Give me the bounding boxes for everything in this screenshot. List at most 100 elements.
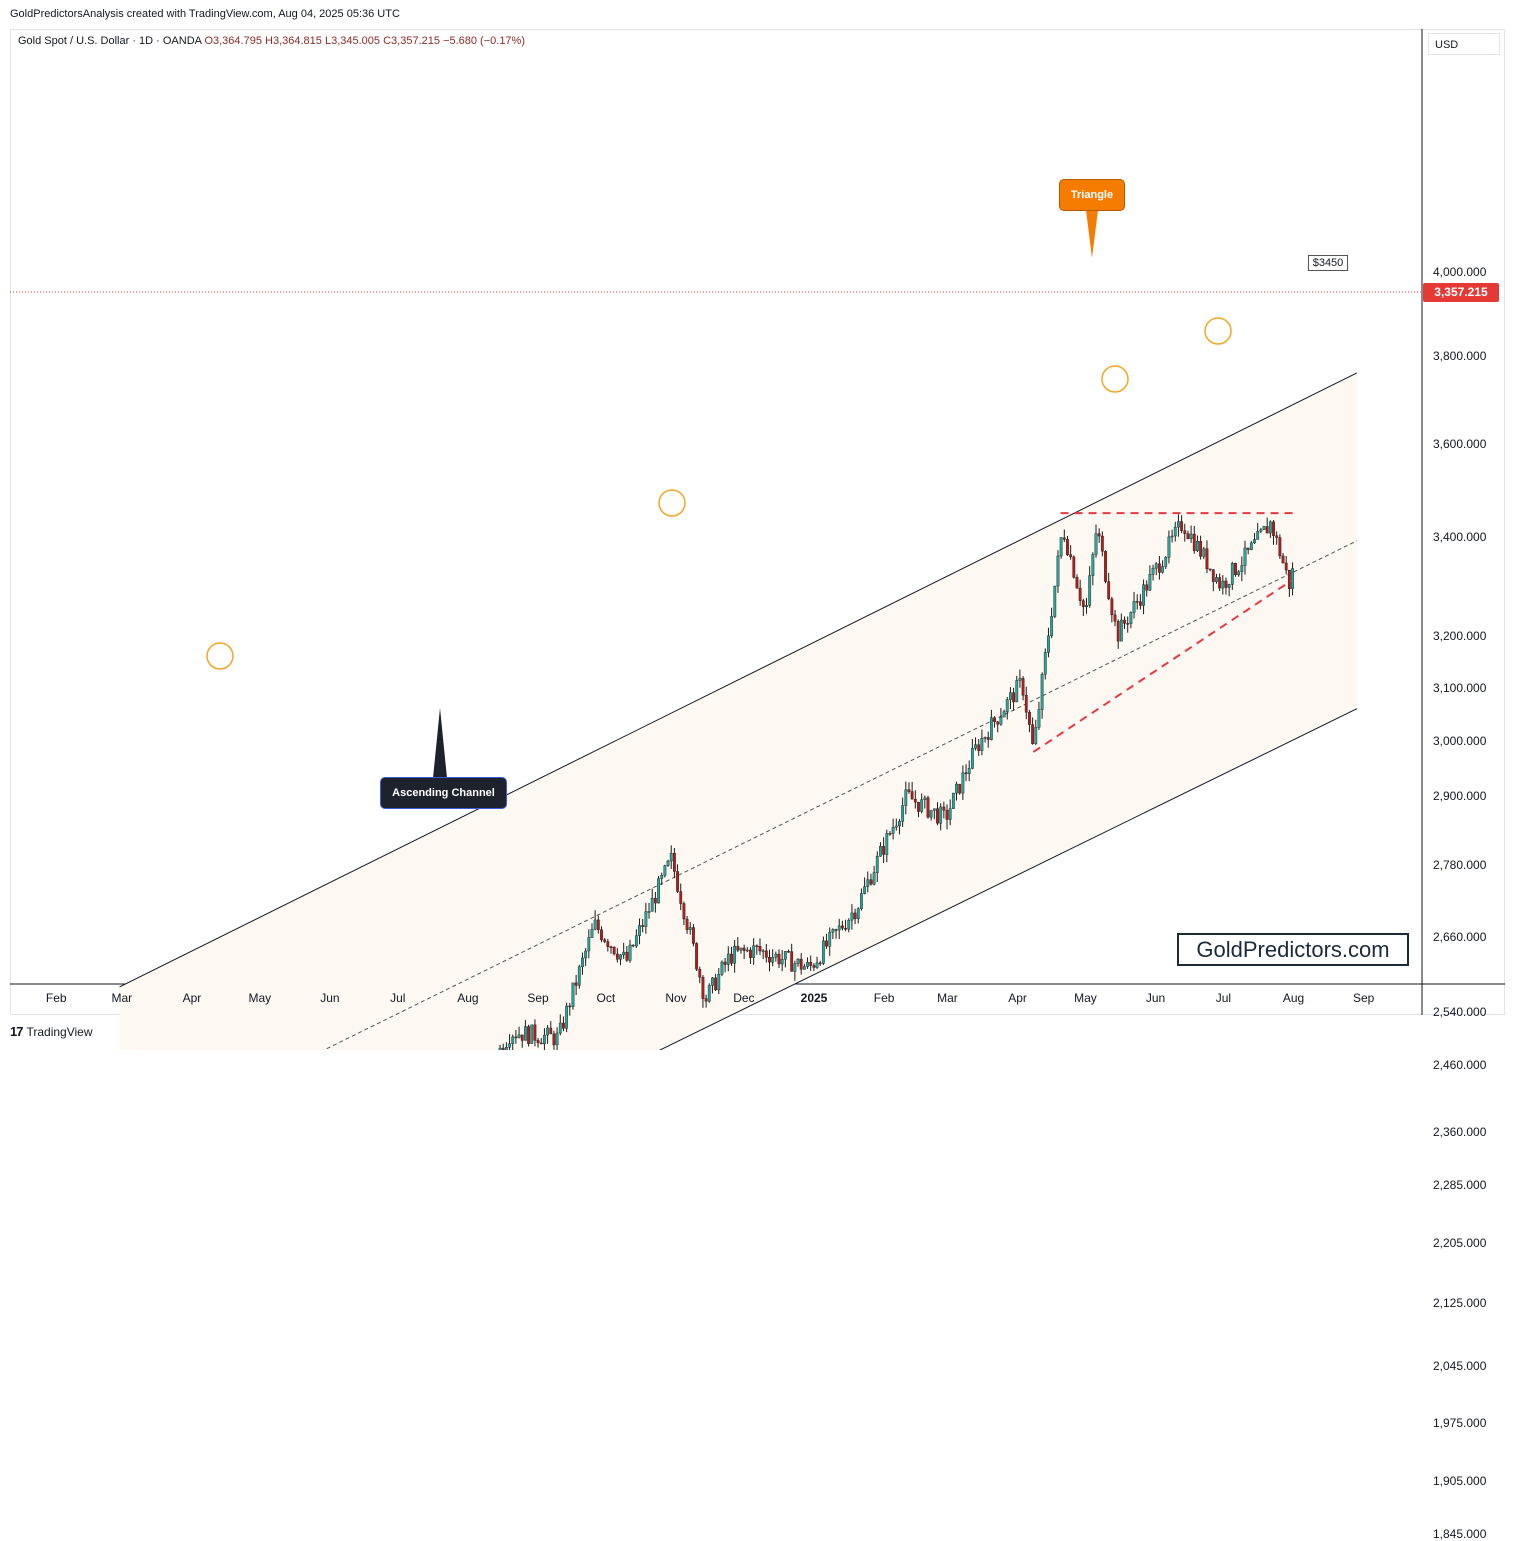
candle-down[interactable] — [1123, 616, 1126, 630]
candle-up[interactable] — [1002, 709, 1006, 718]
candle-up[interactable] — [1129, 611, 1133, 629]
candle-up[interactable] — [863, 877, 866, 895]
candle-up[interactable] — [1202, 546, 1206, 560]
candle-down[interactable] — [723, 957, 727, 973]
candle-up[interactable] — [508, 1034, 511, 1050]
candle-up[interactable] — [688, 922, 692, 935]
candle-up[interactable] — [726, 946, 730, 972]
candle-down[interactable] — [603, 938, 607, 944]
candle-up[interactable] — [850, 904, 854, 930]
candle-up[interactable] — [593, 910, 597, 931]
candle-down[interactable] — [736, 937, 740, 953]
candle-down[interactable] — [945, 804, 949, 830]
candle-up[interactable] — [1243, 540, 1247, 575]
candle-up[interactable] — [856, 907, 860, 924]
candle-down[interactable] — [574, 974, 578, 996]
candle-down[interactable] — [986, 731, 990, 748]
candle-up[interactable] — [885, 829, 889, 863]
candle-down[interactable] — [1192, 525, 1196, 554]
candle-down[interactable] — [1246, 547, 1250, 555]
candle-up[interactable] — [644, 902, 648, 934]
candle-down[interactable] — [993, 716, 996, 728]
candle-up[interactable] — [1170, 529, 1174, 543]
candle-down[interactable] — [704, 994, 708, 1008]
candle-up[interactable] — [619, 954, 622, 966]
candle-up[interactable] — [898, 818, 901, 835]
candle-up[interactable] — [939, 803, 943, 831]
candle-up[interactable] — [891, 818, 895, 840]
candle-up[interactable] — [1262, 525, 1266, 530]
candle-down[interactable] — [1066, 536, 1069, 557]
candle-down[interactable] — [1024, 686, 1028, 720]
candle-up[interactable] — [1009, 687, 1012, 710]
candle-down[interactable] — [1075, 574, 1079, 589]
candle-up[interactable] — [650, 888, 654, 912]
candle-up[interactable] — [1161, 560, 1164, 574]
candle-down[interactable] — [1116, 619, 1120, 649]
triangle-callout[interactable]: Triangle — [1059, 179, 1125, 211]
candle-down[interactable] — [1135, 594, 1139, 610]
candle-down[interactable] — [825, 933, 828, 949]
candle-down[interactable] — [552, 1030, 556, 1050]
candle-up[interactable] — [711, 977, 714, 994]
candle-up[interactable] — [657, 875, 660, 904]
candle-down[interactable] — [869, 873, 873, 886]
candle-down[interactable] — [1265, 517, 1269, 534]
candle-down[interactable] — [1078, 579, 1082, 606]
candle-down[interactable] — [926, 795, 930, 819]
channel-mid-line[interactable] — [120, 540, 1358, 1050]
candle-down[interactable] — [977, 738, 981, 756]
candle-down[interactable] — [1158, 555, 1161, 580]
candle-down[interactable] — [910, 781, 914, 800]
candle-up[interactable] — [1047, 627, 1050, 658]
candle-up[interactable] — [1253, 533, 1256, 544]
candle-down[interactable] — [615, 948, 619, 963]
candle-up[interactable] — [1085, 597, 1088, 614]
candle-down[interactable] — [685, 915, 689, 934]
candle-up[interactable] — [720, 960, 724, 977]
candle-up[interactable] — [1221, 575, 1225, 595]
candle-up[interactable] — [1119, 613, 1123, 642]
candle-down[interactable] — [809, 955, 813, 971]
ascending-channel-callout[interactable]: Ascending Channel — [380, 777, 507, 809]
candle-down[interactable] — [1183, 523, 1187, 542]
candle-up[interactable] — [1230, 561, 1234, 590]
candle-up[interactable] — [1037, 701, 1041, 731]
level-3450-label[interactable]: $3450 — [1308, 255, 1348, 271]
candle-up[interactable] — [1215, 573, 1218, 584]
candle-up[interactable] — [828, 927, 832, 956]
candle-down[interactable] — [749, 947, 752, 964]
candle-up[interactable] — [1189, 525, 1193, 543]
candle-up[interactable] — [1240, 556, 1244, 582]
candle-up[interactable] — [1167, 530, 1171, 564]
candle-up[interactable] — [1259, 527, 1263, 533]
candle-down[interactable] — [501, 1043, 505, 1050]
candle-down[interactable] — [1234, 562, 1237, 577]
candle-up[interactable] — [1050, 607, 1054, 639]
candle-down[interactable] — [1208, 568, 1212, 572]
price-chart[interactable] — [0, 0, 1515, 1050]
candle-down[interactable] — [764, 943, 768, 963]
candle-up[interactable] — [793, 960, 797, 981]
candle-up[interactable] — [901, 797, 905, 828]
candle-down[interactable] — [913, 790, 917, 809]
candle-up[interactable] — [999, 707, 1003, 726]
candle-down[interactable] — [844, 919, 847, 932]
candle-down[interactable] — [742, 944, 746, 960]
candle-up[interactable] — [707, 983, 711, 1003]
candle-up[interactable] — [1091, 552, 1095, 586]
candle-up[interactable] — [1043, 648, 1047, 680]
candle-down[interactable] — [653, 891, 657, 913]
candle-down[interactable] — [777, 949, 781, 969]
candle-down[interactable] — [853, 908, 857, 925]
candle-down[interactable] — [1180, 515, 1183, 534]
candle-down[interactable] — [1113, 609, 1117, 627]
candle-down[interactable] — [1097, 528, 1101, 543]
candle-up[interactable] — [1015, 675, 1019, 703]
candle-down[interactable] — [1081, 598, 1085, 617]
candle-up[interactable] — [806, 957, 809, 969]
candle-up[interactable] — [967, 760, 971, 782]
candle-up[interactable] — [1249, 540, 1253, 551]
candle-up[interactable] — [546, 1025, 549, 1044]
candle-down[interactable] — [1028, 709, 1031, 733]
